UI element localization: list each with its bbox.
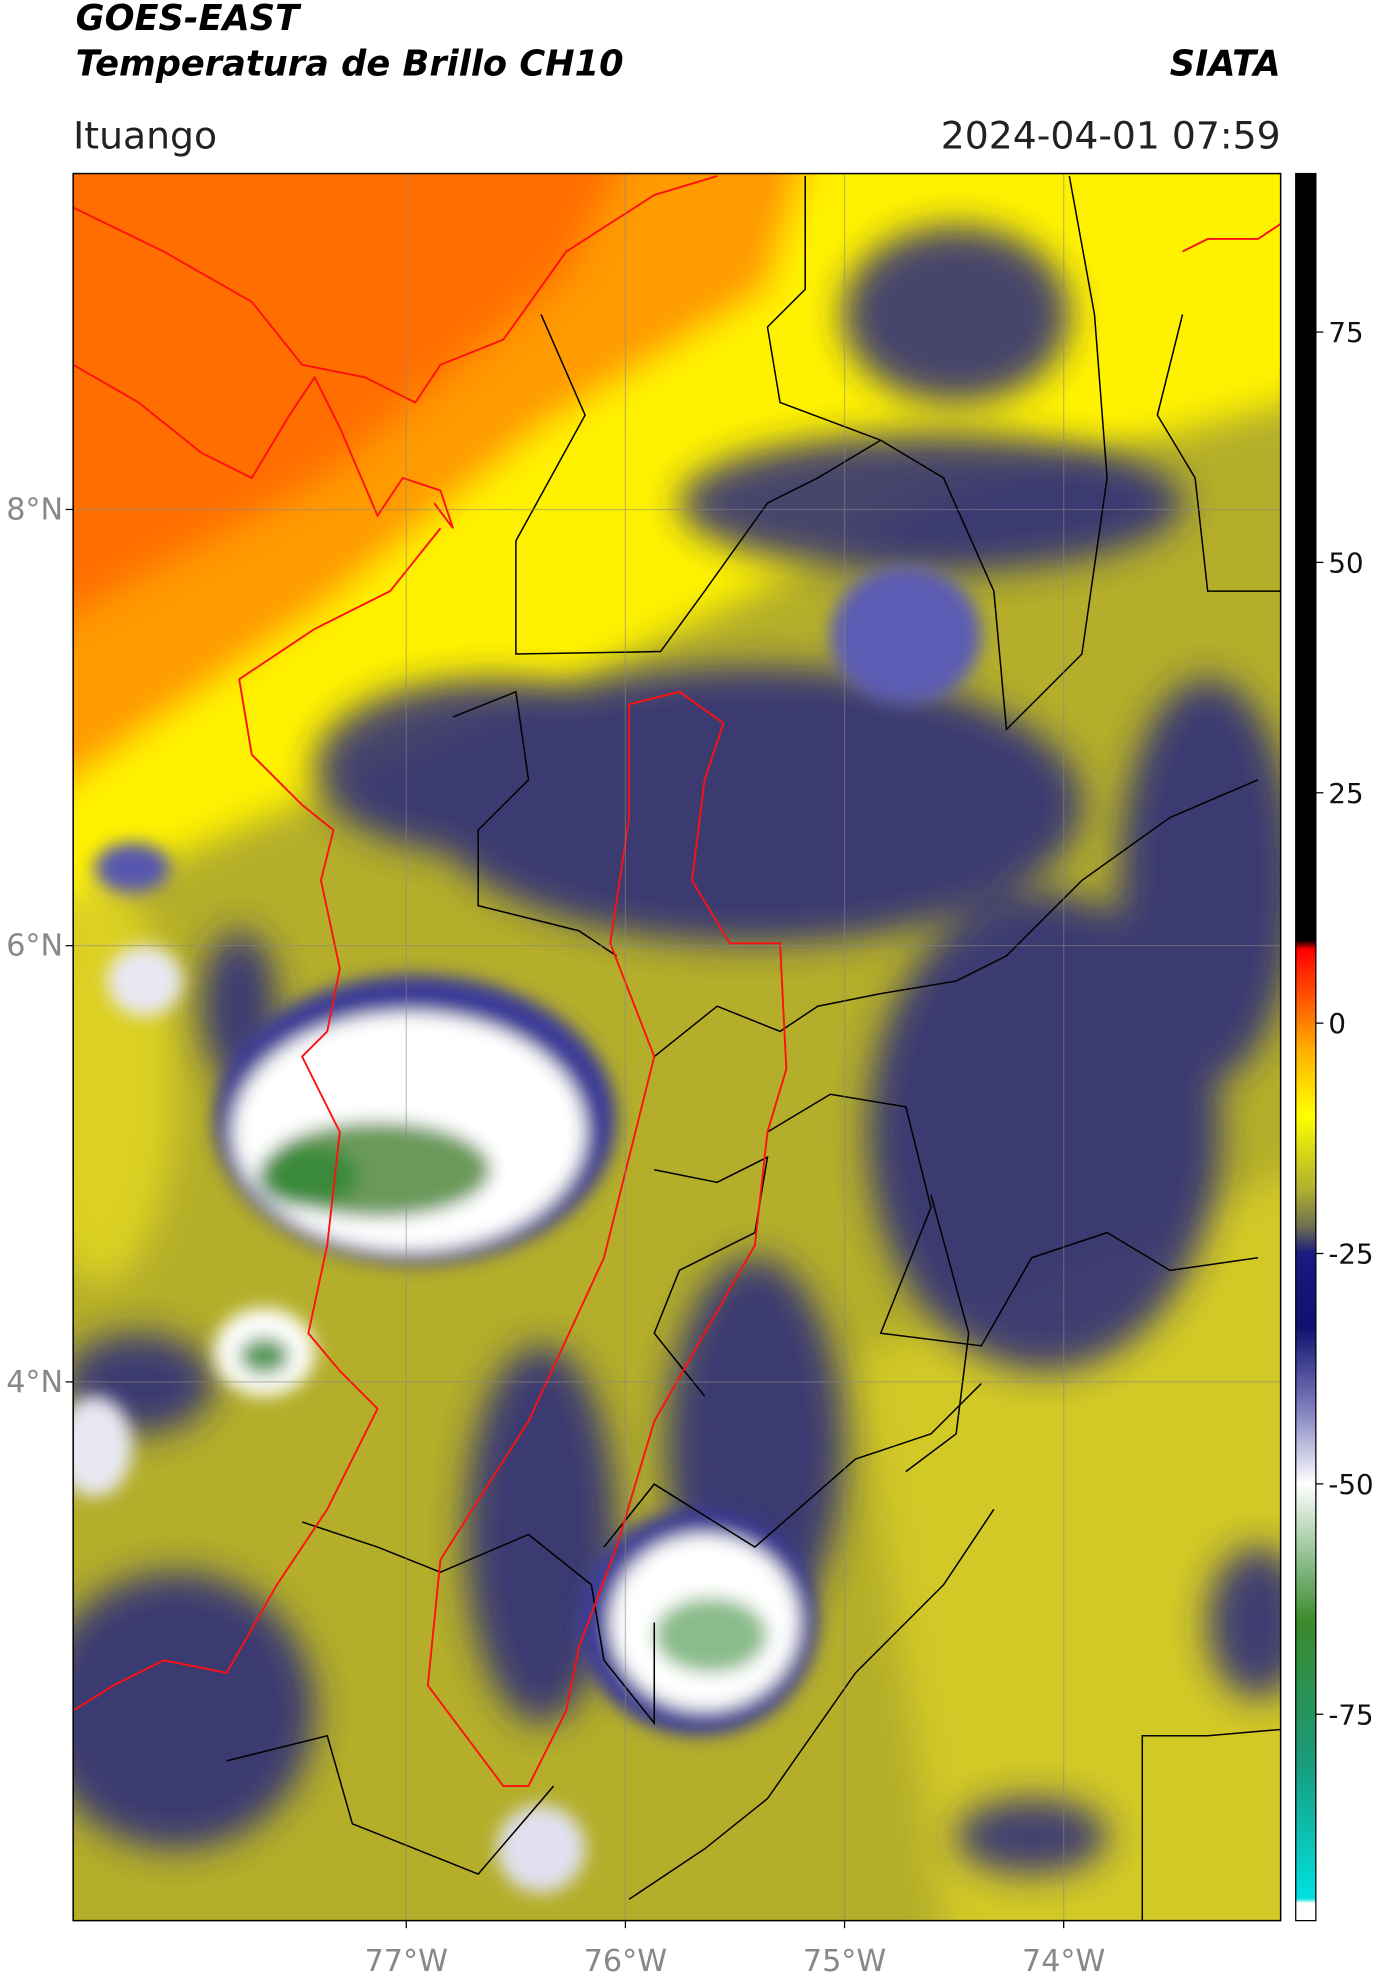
lon-label: 76°W: [584, 1944, 667, 1979]
colorbar-label: 50: [1328, 546, 1363, 579]
lon-label: 75°W: [803, 1944, 886, 1979]
colorbar-label: 0: [1328, 1007, 1346, 1040]
colorbar-label: -75: [1328, 1698, 1373, 1731]
subtitle: Temperatura de Brillo CH10: [76, 43, 624, 84]
lon-label: 77°W: [365, 1944, 448, 1979]
graticule: [73, 173, 1281, 1921]
agency: SIATA: [1170, 43, 1281, 84]
colorbar-label: 75: [1328, 316, 1363, 349]
colorbar-label: -25: [1328, 1238, 1373, 1271]
lon-label: 74°W: [1022, 1944, 1105, 1979]
title: GOES-EAST: [76, 0, 302, 39]
lat-label: 6°N: [6, 929, 63, 964]
lat-label: 4°N: [6, 1365, 63, 1400]
region: Ituango: [73, 113, 217, 157]
lat-label: 8°N: [6, 493, 63, 528]
colorbar-label: -50: [1328, 1468, 1373, 1501]
colorbar: [1295, 172, 1317, 1922]
colorbar-label: 25: [1328, 777, 1363, 810]
timestamp: 2024-04-01 07:59: [941, 113, 1281, 157]
map-frame: [72, 172, 1282, 1922]
